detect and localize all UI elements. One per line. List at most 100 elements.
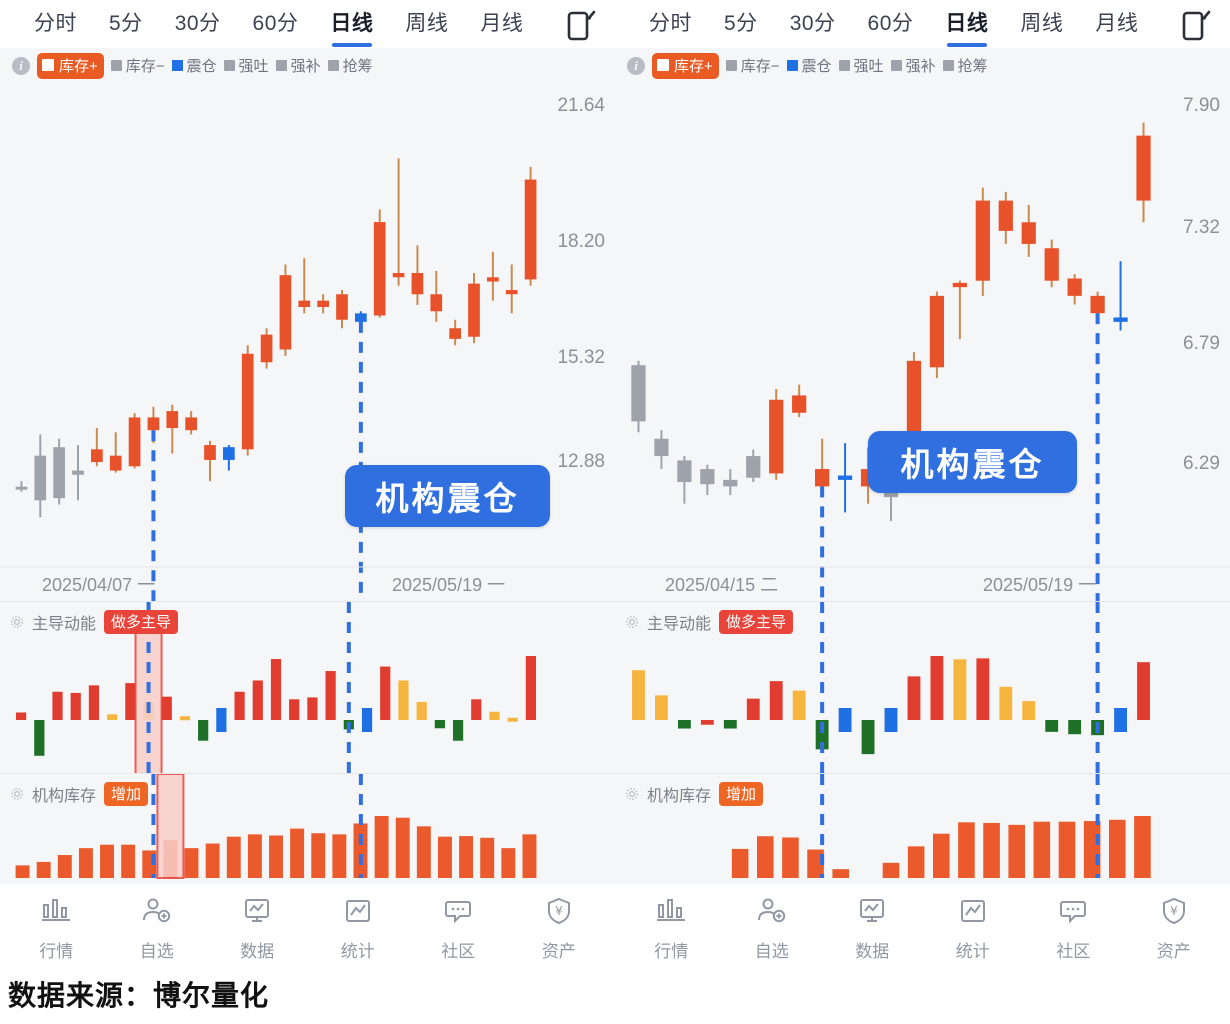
tab-fenshi[interactable]: 分时 (649, 12, 692, 35)
legend-label: 强吐 (853, 58, 884, 75)
date-label-start: 2025/04/15 二 (665, 575, 779, 595)
gear-icon[interactable] (625, 787, 639, 801)
tab-30min[interactable]: 30分 (174, 12, 221, 35)
nav-item-tongji[interactable]: 统计 (318, 896, 398, 962)
legend-bar-left: i 库存+ 库存− 震仓 强吐 (0, 48, 615, 83)
inventory-status-badge: 增加 (719, 782, 764, 806)
nav-item-zixuan[interactable]: 自选 (732, 896, 812, 962)
nav-item-shuju[interactable]: 数据 (832, 896, 912, 962)
legend-item-qiangtu[interactable]: 强吐 (223, 55, 269, 76)
tab-monthly[interactable]: 月线 (480, 12, 524, 35)
legend-label: 库存− (125, 58, 165, 75)
nav-item-shequ[interactable]: 社区 (1033, 896, 1113, 962)
source-caption: 数据来源：博尔量化 (8, 980, 270, 1011)
legend-swatch-icon (42, 59, 54, 71)
legend-swatch-icon (275, 60, 287, 71)
bar-chart-icon (39, 896, 73, 931)
legend-item-qiangbu[interactable]: 强补 (890, 55, 936, 76)
tab-60min[interactable]: 60分 (867, 12, 914, 35)
bar-chart-icon (654, 896, 688, 931)
legend-swatch-icon (223, 60, 235, 71)
tab-daily[interactable]: 日线 (314, 0, 389, 48)
nav-label: 数据 (855, 942, 890, 961)
inventory-panel-left[interactable]: 机构库存 增加 (0, 773, 615, 884)
nav-label: 行情 (654, 942, 689, 961)
tab-monthly[interactable]: 月线 (1095, 12, 1139, 35)
candlestick-chart-left[interactable]: 21.64 18.20 15.32 12.88 机构震仓 2025/04/07 … (0, 83, 615, 601)
chat-bubble-icon (1056, 896, 1090, 931)
legend-item-kucun-plus[interactable]: 库存+ (652, 52, 719, 79)
momentum-panel-right[interactable]: 主导动能 做多主导 (615, 601, 1230, 774)
nav-item-zichan[interactable]: ¥ 资产 (1134, 896, 1214, 962)
legend-swatch-icon (942, 60, 954, 71)
nav-label: 行情 (39, 942, 74, 961)
period-tab-bar-right: 分时 5分 30分 60分 日线 周线 月线 (615, 0, 1230, 48)
tab-30min[interactable]: 30分 (789, 12, 836, 35)
legend-label: 抢筹 (342, 58, 373, 75)
date-axis-left: 2025/04/07 一 2025/05/19 一 (0, 567, 615, 601)
legend-item-qiangchou[interactable]: 抢筹 (327, 55, 373, 76)
dual-panel-container: 分时 5分 30分 60分 日线 周线 月线 i (0, 0, 1230, 968)
nav-item-hangqing[interactable]: 行情 (631, 896, 711, 962)
price-axis-label: 6.29 (1183, 453, 1220, 474)
legend-bar-right: i 库存+ 库存− 震仓 强吐 (615, 48, 1230, 83)
phone-panel-right: 分时 5分 30分 60分 日线 周线 月线 i (615, 0, 1230, 968)
tab-daily[interactable]: 日线 (929, 0, 1004, 48)
momentum-panel-left[interactable]: 主导动能 做多主导 (0, 601, 615, 775)
legend-item-kucun-plus[interactable]: 库存+ (37, 52, 104, 79)
date-axis-right: 2025/04/15 二 2025/05/19 一 (615, 567, 1230, 601)
person-add-icon (140, 896, 174, 931)
info-icon[interactable]: i (627, 56, 645, 75)
legend-item-qiangtu[interactable]: 强吐 (838, 55, 884, 76)
nav-item-shuju[interactable]: 数据 (217, 896, 297, 962)
tab-weekly[interactable]: 周线 (1020, 12, 1064, 35)
momentum-status-badge: 做多主导 (719, 610, 794, 634)
info-icon[interactable]: i (12, 56, 30, 75)
gear-icon[interactable] (10, 615, 24, 629)
gear-icon[interactable] (625, 615, 639, 629)
bottom-nav-left: 行情 自选 数据 统计 (0, 890, 615, 968)
institution-shakeout-annotation: 机构震仓 (345, 465, 550, 527)
tab-60min[interactable]: 60分 (252, 12, 299, 35)
legend-item-qiangchou[interactable]: 抢筹 (942, 55, 988, 76)
legend-item-kucun-minus[interactable]: 库存− (725, 55, 780, 76)
rotate-screen-icon[interactable] (561, 4, 601, 44)
legend-item-zhencang[interactable]: 震仓 (171, 55, 217, 76)
momentum-header: 主导动能 做多主导 (625, 610, 794, 634)
tab-5min[interactable]: 5分 (724, 12, 758, 35)
inventory-panel-right[interactable]: 机构库存 增加 (615, 773, 1230, 884)
monitor-chart-icon (240, 896, 274, 931)
nav-label: 社区 (1056, 942, 1091, 961)
legend-label: 强补 (905, 58, 936, 75)
nav-item-shequ[interactable]: 社区 (418, 896, 498, 962)
tab-fenshi[interactable]: 分时 (34, 12, 77, 35)
nav-label: 自选 (754, 942, 789, 961)
nav-item-tongji[interactable]: 统计 (933, 896, 1013, 962)
price-axis-label: 15.32 (557, 347, 605, 368)
price-axis-label: 7.32 (1183, 217, 1220, 238)
bottom-nav-right: 行情 自选 数据 统计 (615, 890, 1230, 968)
inventory-title: 机构库存 (32, 788, 97, 805)
tab-weekly[interactable]: 周线 (405, 12, 449, 35)
legend-item-kucun-minus[interactable]: 库存− (110, 55, 165, 76)
shield-yuan-icon: ¥ (542, 896, 576, 931)
legend-item-zhencang[interactable]: 震仓 (786, 55, 832, 76)
tab-5min[interactable]: 5分 (109, 12, 143, 35)
phone-panel-left: 分时 5分 30分 60分 日线 周线 月线 i (0, 0, 615, 968)
nav-label: 数据 (240, 942, 275, 961)
legend-item-qiangbu[interactable]: 强补 (275, 55, 321, 76)
nav-item-zichan[interactable]: ¥ 资产 (519, 896, 599, 962)
nav-item-zixuan[interactable]: 自选 (117, 896, 197, 962)
nav-item-hangqing[interactable]: 行情 (16, 896, 96, 962)
rotate-screen-icon[interactable] (1176, 4, 1216, 44)
price-axis-label: 18.20 (557, 231, 605, 252)
momentum-header: 主导动能 做多主导 (10, 610, 179, 634)
legend-label: 震仓 (801, 58, 832, 75)
gear-icon[interactable] (10, 787, 24, 801)
nav-label: 统计 (340, 942, 375, 961)
momentum-canvas (615, 602, 1230, 774)
candlestick-chart-right[interactable]: 7.90 7.32 6.79 6.29 机构震仓 2025/04/15 二 20… (615, 83, 1230, 601)
period-tab-bar-left: 分时 5分 30分 60分 日线 周线 月线 (0, 0, 615, 48)
nav-label: 资产 (1156, 942, 1191, 961)
